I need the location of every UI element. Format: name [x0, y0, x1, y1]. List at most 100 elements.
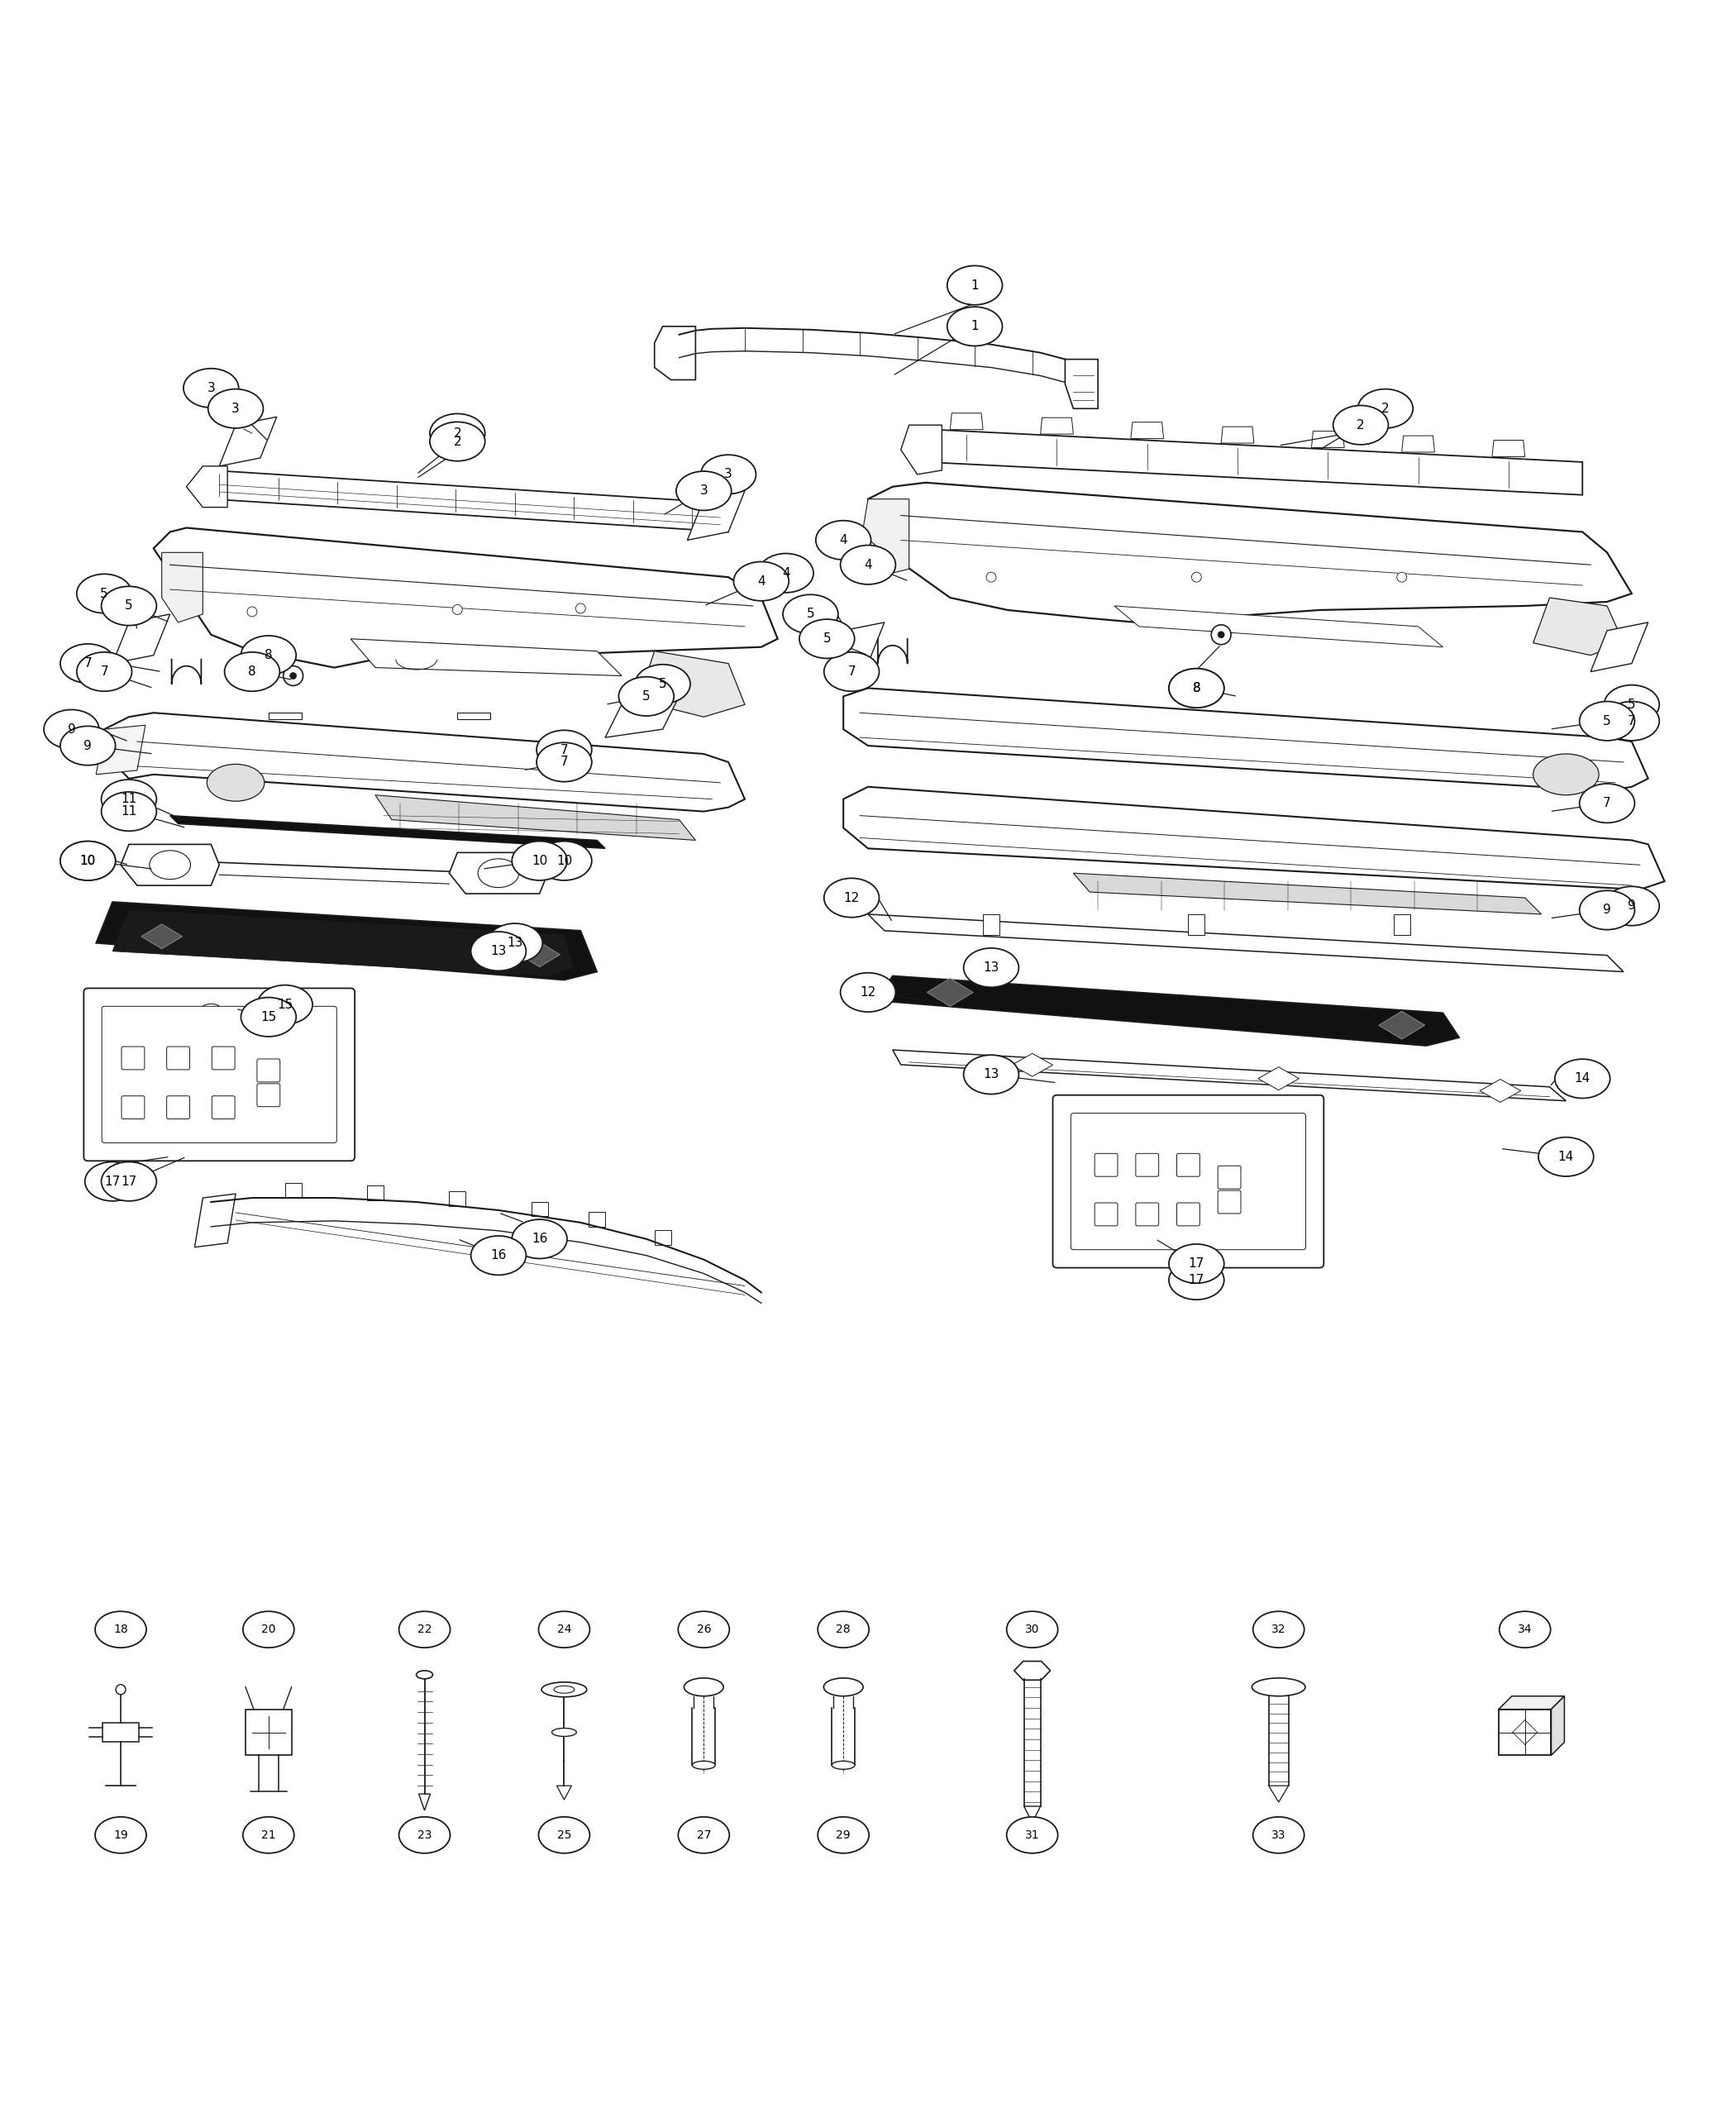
Circle shape: [247, 607, 257, 618]
Text: 13: 13: [983, 1069, 1000, 1081]
Text: 2: 2: [1382, 403, 1389, 415]
FancyBboxPatch shape: [1177, 1153, 1200, 1176]
Text: 13: 13: [983, 961, 1000, 974]
Polygon shape: [925, 430, 1583, 495]
Ellipse shape: [95, 1817, 146, 1853]
Text: 12: 12: [859, 987, 877, 999]
FancyBboxPatch shape: [1219, 1191, 1241, 1214]
Text: 14: 14: [1575, 1073, 1590, 1086]
Polygon shape: [1220, 426, 1253, 443]
Polygon shape: [366, 1185, 384, 1199]
FancyBboxPatch shape: [1177, 1204, 1200, 1227]
Ellipse shape: [552, 1729, 576, 1737]
Polygon shape: [95, 902, 597, 980]
Circle shape: [116, 1684, 125, 1695]
Polygon shape: [1073, 873, 1542, 915]
Ellipse shape: [635, 664, 691, 704]
Ellipse shape: [1580, 890, 1635, 930]
Ellipse shape: [963, 949, 1019, 987]
Text: 10: 10: [80, 854, 95, 866]
FancyBboxPatch shape: [1135, 1153, 1158, 1176]
Polygon shape: [351, 639, 621, 677]
Polygon shape: [113, 613, 170, 664]
Text: 3: 3: [207, 382, 215, 394]
Text: 4: 4: [865, 559, 871, 571]
Text: 18: 18: [113, 1623, 128, 1636]
Text: 29: 29: [837, 1830, 851, 1840]
Polygon shape: [1498, 1697, 1564, 1710]
Ellipse shape: [734, 561, 788, 601]
Text: 17: 17: [104, 1176, 120, 1187]
Text: 23: 23: [417, 1830, 432, 1840]
Text: 7: 7: [1602, 797, 1611, 809]
Text: 4: 4: [781, 567, 790, 580]
Polygon shape: [1590, 622, 1647, 672]
Text: 7: 7: [847, 666, 856, 679]
Text: 10: 10: [556, 854, 573, 866]
Text: 2: 2: [453, 428, 462, 438]
Text: 5: 5: [101, 588, 108, 601]
Text: 13: 13: [491, 944, 507, 957]
Text: 7: 7: [561, 757, 568, 767]
Ellipse shape: [1580, 702, 1635, 740]
Ellipse shape: [840, 972, 896, 1012]
FancyBboxPatch shape: [1052, 1096, 1325, 1267]
Polygon shape: [141, 923, 182, 949]
Text: 16: 16: [491, 1250, 507, 1261]
Ellipse shape: [1533, 755, 1599, 795]
Polygon shape: [1014, 1661, 1050, 1680]
Polygon shape: [153, 527, 778, 668]
FancyBboxPatch shape: [167, 1046, 189, 1069]
Polygon shape: [1040, 417, 1073, 434]
Polygon shape: [1378, 1012, 1425, 1039]
Polygon shape: [844, 786, 1665, 890]
Polygon shape: [901, 426, 943, 474]
Ellipse shape: [536, 841, 592, 881]
Text: 5: 5: [1628, 698, 1635, 710]
Polygon shape: [269, 713, 302, 719]
Ellipse shape: [1168, 1244, 1224, 1284]
Text: 7: 7: [1628, 715, 1635, 727]
Text: 4: 4: [840, 533, 847, 546]
Ellipse shape: [241, 637, 297, 675]
Polygon shape: [1066, 358, 1097, 409]
Text: 11: 11: [122, 793, 137, 805]
Text: 17: 17: [122, 1176, 137, 1187]
Ellipse shape: [1168, 668, 1224, 708]
Text: 17: 17: [1189, 1258, 1205, 1269]
Ellipse shape: [1358, 390, 1413, 428]
Text: 7: 7: [101, 666, 108, 679]
Polygon shape: [1311, 432, 1344, 447]
Polygon shape: [519, 942, 561, 968]
Circle shape: [1397, 571, 1406, 582]
Polygon shape: [1269, 1785, 1288, 1802]
Ellipse shape: [512, 841, 568, 881]
FancyBboxPatch shape: [257, 1058, 279, 1081]
Polygon shape: [606, 696, 679, 738]
Ellipse shape: [61, 643, 116, 683]
Ellipse shape: [783, 594, 838, 635]
Ellipse shape: [679, 1817, 729, 1853]
Text: 8: 8: [264, 649, 273, 662]
Ellipse shape: [470, 1235, 526, 1275]
Ellipse shape: [825, 651, 878, 691]
Text: 8: 8: [248, 666, 257, 679]
Ellipse shape: [538, 1611, 590, 1648]
FancyBboxPatch shape: [102, 1006, 337, 1143]
Ellipse shape: [512, 1218, 568, 1258]
Ellipse shape: [618, 677, 674, 717]
Ellipse shape: [825, 879, 878, 917]
Ellipse shape: [1604, 685, 1660, 725]
Polygon shape: [1552, 1697, 1564, 1756]
Polygon shape: [245, 1710, 292, 1756]
Ellipse shape: [1253, 1611, 1304, 1648]
Ellipse shape: [85, 1162, 141, 1202]
Ellipse shape: [840, 546, 896, 584]
Ellipse shape: [61, 841, 116, 881]
Ellipse shape: [701, 455, 755, 493]
Ellipse shape: [243, 1611, 293, 1648]
Text: 3: 3: [231, 403, 240, 415]
Ellipse shape: [1604, 887, 1660, 925]
Circle shape: [453, 605, 462, 616]
Ellipse shape: [799, 620, 854, 658]
